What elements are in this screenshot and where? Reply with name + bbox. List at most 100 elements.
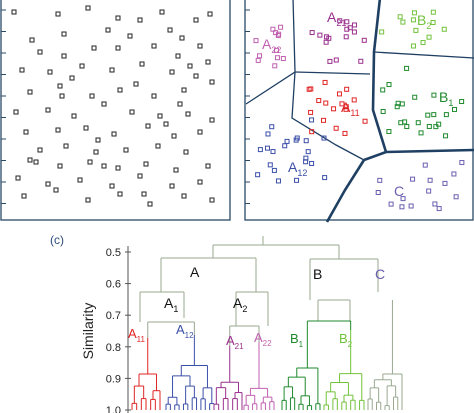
node-label-a12-base: A <box>176 322 185 337</box>
data-point <box>115 15 121 21</box>
data-point <box>133 81 139 87</box>
node-label-a22-sub: 22 <box>263 339 272 348</box>
data-point-b1 <box>386 82 392 88</box>
data-point-a12 <box>303 138 309 144</box>
dendrogram-axis: 0.5 0.6 0.7 0.8 0.9 1.0 <box>106 246 131 413</box>
partition-boundary <box>325 159 366 223</box>
data-point-a12 <box>275 178 281 184</box>
data-point-b1 <box>452 106 458 112</box>
node-label-a2-sub: 2 <box>242 304 247 314</box>
node-label-b1-base: B <box>290 331 299 346</box>
data-point-a12 <box>271 167 277 173</box>
data-point <box>173 167 179 173</box>
data-point-a11 <box>362 118 368 124</box>
data-point <box>187 63 193 69</box>
data-point <box>205 59 211 65</box>
data-point <box>63 143 69 149</box>
data-point-a22 <box>273 47 279 53</box>
data-point <box>29 37 35 43</box>
data-point-c <box>442 180 448 186</box>
data-point <box>23 129 29 135</box>
data-point-c <box>451 171 457 177</box>
data-point <box>109 183 115 189</box>
data-point <box>11 9 17 15</box>
data-point-a12 <box>255 172 261 178</box>
data-point <box>197 43 203 49</box>
data-point <box>91 45 97 51</box>
data-point <box>155 143 161 149</box>
data-point-b1 <box>404 124 410 130</box>
data-point-b2 <box>426 34 432 40</box>
data-point <box>185 111 191 117</box>
y-axis-label: Similarity <box>80 303 96 360</box>
data-point-b2 <box>430 20 436 26</box>
cluster-label-a12: A12 <box>288 159 307 178</box>
data-point-b1 <box>443 112 449 118</box>
data-point-a22 <box>272 63 278 69</box>
data-point <box>61 31 67 37</box>
data-point-a22 <box>253 38 259 44</box>
data-point <box>85 5 91 11</box>
data-point-a12 <box>321 135 327 141</box>
dendrogram-tree <box>131 236 403 410</box>
data-point <box>137 173 143 179</box>
panel-c: (c) Similarity 0.50.60.70.80.91.0 A B C … <box>50 233 403 413</box>
data-point-c <box>427 177 433 183</box>
data-point-b1 <box>426 123 432 129</box>
data-point-b2 <box>413 27 419 33</box>
data-point <box>193 73 199 79</box>
data-point <box>45 181 51 187</box>
data-point <box>13 109 19 115</box>
data-point <box>139 61 145 67</box>
node-label-a2-base: A <box>233 295 243 311</box>
panel-c-label: (c) <box>50 233 64 247</box>
node-label-a1-sub: 1 <box>173 304 178 314</box>
data-point-a22 <box>270 26 276 32</box>
data-point-c <box>377 177 383 183</box>
data-point-b1 <box>398 120 404 126</box>
panel-b-frame <box>244 0 474 221</box>
data-point-a21 <box>347 25 353 31</box>
cluster-label-b1: B1 <box>439 89 453 108</box>
data-point-c <box>453 194 459 200</box>
node-label-a2: A2 <box>233 295 247 314</box>
data-point <box>207 11 213 17</box>
data-point-a12 <box>309 117 315 123</box>
node-label-b1: B1 <box>290 331 304 349</box>
data-point <box>209 117 215 123</box>
data-point-a21 <box>337 18 343 24</box>
data-point-a21 <box>323 39 329 45</box>
data-point-a12 <box>267 162 273 168</box>
cluster-label-a11: A11 <box>341 99 360 118</box>
data-point-a22 <box>257 53 263 59</box>
data-point-b2 <box>411 10 417 16</box>
data-point-b1 <box>412 94 418 100</box>
cluster-label-a11-sub: 11 <box>350 108 359 118</box>
data-point <box>181 87 187 93</box>
data-point <box>123 147 129 153</box>
data-point <box>127 33 133 39</box>
data-point <box>169 183 175 189</box>
data-point-b1 <box>386 129 392 135</box>
node-label-b2-base: B <box>339 331 348 346</box>
data-point-a11 <box>351 97 357 103</box>
data-point-a11 <box>344 86 350 92</box>
cluster-label-b1-sub: 1 <box>448 98 453 108</box>
data-point-a11 <box>308 109 314 115</box>
data-point-a21 <box>351 22 357 28</box>
data-point-a12 <box>303 155 309 161</box>
dendrogram-y-tick-label: 0.9 <box>106 373 121 385</box>
data-point <box>169 69 175 75</box>
cluster-label-a22-base: A <box>262 36 272 52</box>
data-point-a12 <box>294 177 300 183</box>
panel-a-points <box>11 5 215 207</box>
node-label-b1-sub: 1 <box>299 340 304 349</box>
data-point-c <box>426 188 432 194</box>
data-point-a11 <box>333 125 339 131</box>
data-point-a12 <box>284 138 290 144</box>
data-point <box>47 69 53 75</box>
data-point-c <box>436 206 442 212</box>
cluster-label-b2-sub: 2 <box>426 21 431 31</box>
data-point-a11 <box>323 100 329 106</box>
